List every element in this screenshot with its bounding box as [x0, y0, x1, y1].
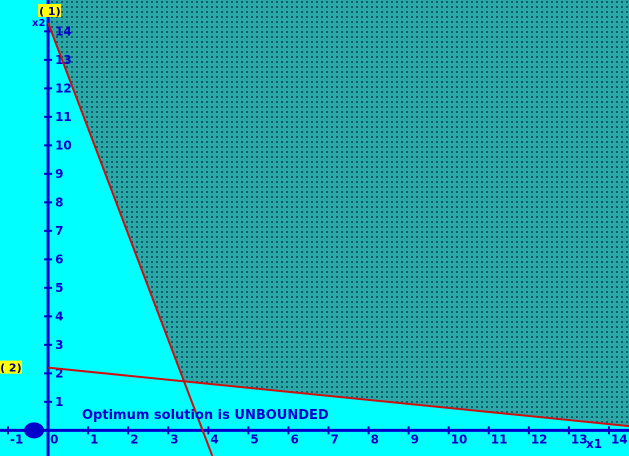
x-tick-label: 1 — [90, 432, 98, 446]
y-tick-label: 10 — [55, 138, 72, 152]
x-tick-label: 2 — [130, 432, 138, 446]
y-tick-label: 7 — [55, 224, 63, 238]
x-tick-label: 4 — [210, 432, 218, 446]
constraint-label-box — [0, 360, 23, 374]
x-tick-label: 3 — [170, 432, 178, 446]
y-tick-label: 3 — [55, 338, 63, 352]
x-axis-label: x1 — [586, 437, 602, 451]
y-tick-label: 14 — [55, 24, 72, 38]
feasible-region-dots — [48, 0, 629, 427]
x-tick-label: 9 — [411, 432, 419, 446]
y-tick-label: 1 — [55, 395, 63, 409]
constraint-label-text: ( 2) — [0, 362, 22, 375]
x-tick-label: 12 — [531, 432, 548, 446]
constraint-label-2: ( 2) — [0, 360, 23, 375]
y-tick-label: 11 — [55, 110, 72, 124]
constraint-line-1 — [47, 22, 214, 457]
y-tick-label: 4 — [55, 309, 63, 323]
y-tick-label: 6 — [55, 252, 63, 266]
x-tick-label: 14 — [611, 432, 628, 446]
constraint-label-text: ( 1) — [39, 5, 61, 18]
y-tick-label: 13 — [55, 53, 72, 67]
y-tick-label: 12 — [55, 81, 72, 95]
y-tick-label: 2 — [55, 366, 63, 380]
y-tick-label: 5 — [55, 281, 63, 295]
x-tick-label: 7 — [331, 432, 339, 446]
x-tick-label: 8 — [371, 432, 379, 446]
y-tick-label: 8 — [55, 195, 63, 209]
x-tick-label: -1 — [10, 432, 23, 446]
x-tick-label: 11 — [491, 432, 508, 446]
y-tick-label: 9 — [55, 167, 63, 181]
x-tick-label: 0 — [50, 432, 58, 446]
constraint-line-2 — [47, 366, 629, 428]
origin-marker — [24, 422, 45, 439]
x-tick-label: 13 — [571, 432, 588, 446]
x-tick-label: 6 — [290, 432, 298, 446]
constraint-label-1: ( 1) — [38, 4, 62, 18]
x-tick-label: 10 — [451, 432, 468, 446]
x-tick-label: 5 — [250, 432, 258, 446]
solution-status-annotation: Optimum solution is UNBOUNDED — [82, 408, 329, 423]
constraint-label-box — [38, 4, 62, 17]
y-axis-label: x2 — [32, 18, 45, 29]
